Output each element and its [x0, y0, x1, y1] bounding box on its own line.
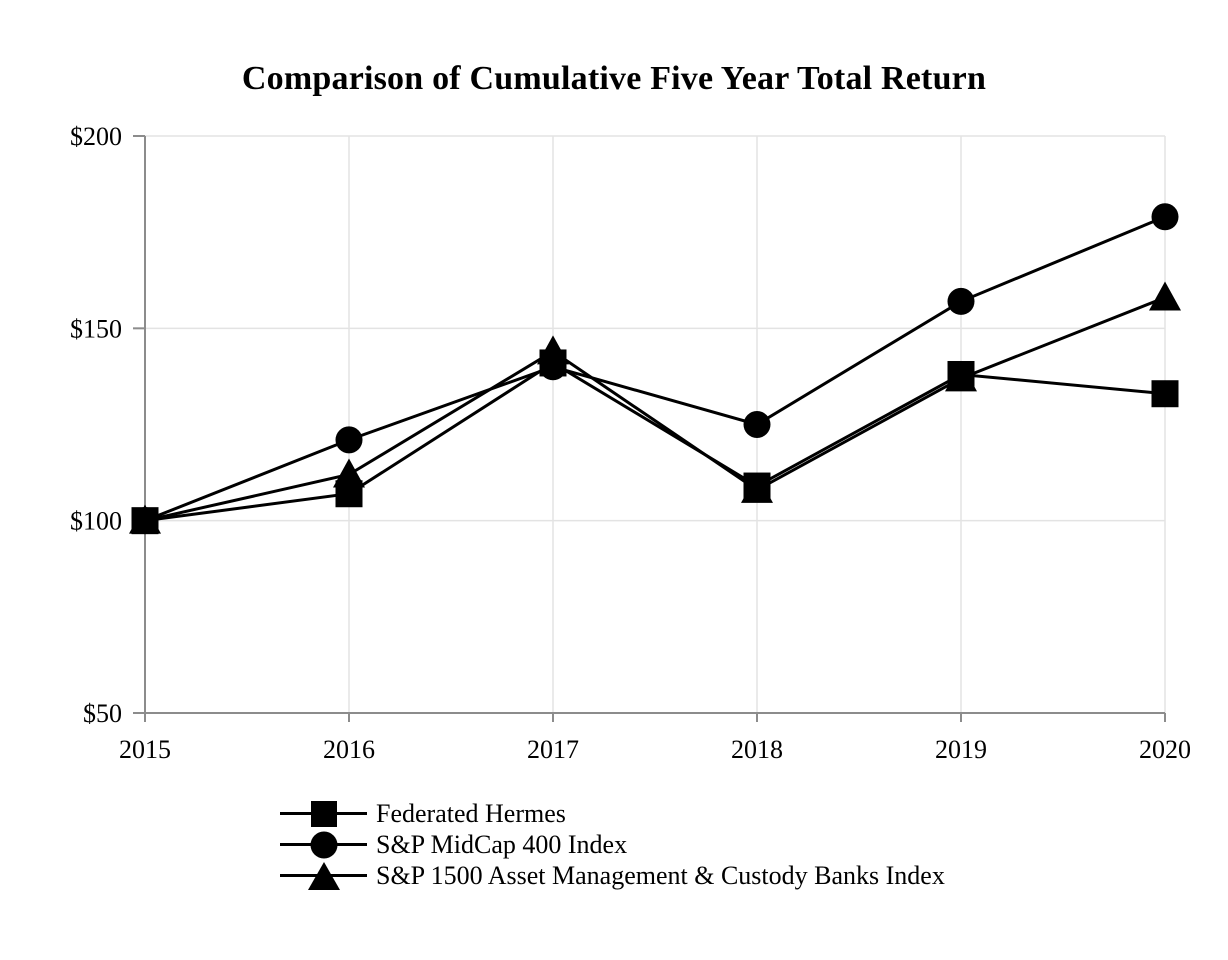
circle-marker-icon	[335, 426, 363, 454]
y-tick-label: $150	[70, 314, 122, 343]
x-tick-label: 2016	[323, 735, 375, 764]
x-tick-label: 2020	[1139, 735, 1191, 764]
x-tick-label: 2018	[731, 735, 783, 764]
legend-item-sp-midcap-400: S&P MidCap 400 Index	[280, 829, 945, 860]
triangle-marker-icon	[1149, 281, 1181, 311]
legend-label: S&P 1500 Asset Management & Custody Bank…	[376, 860, 945, 890]
y-tick-label: $100	[70, 507, 122, 536]
square-marker-icon	[539, 349, 567, 377]
axes	[133, 135, 1166, 722]
square-marker-icon	[310, 800, 337, 827]
chart-legend: Federated Hermes S&P MidCap 400 Index S&…	[280, 798, 945, 891]
y-tick-label: $50	[83, 699, 122, 728]
circle-marker-icon	[743, 411, 771, 438]
square-marker-icon	[1151, 380, 1179, 408]
circle-marker-icon	[947, 287, 975, 315]
series-square	[131, 349, 1179, 535]
circle-marker-icon	[310, 831, 337, 858]
series-triangle	[129, 281, 1181, 534]
x-axis-tick-labels: 2015 2016 2017 2018 2019 2020	[119, 735, 1191, 764]
series-line-triangle	[144, 296, 1166, 523]
square-marker-icon	[131, 507, 159, 535]
y-axis-tick-labels: $200 $150 $100 $50	[70, 122, 122, 728]
chart-title: Comparison of Cumulative Five Year Total…	[241, 60, 987, 97]
triangle-marker-icon	[307, 861, 340, 890]
square-marker-icon	[335, 480, 363, 508]
legend-item-federated-hermes: Federated Hermes	[280, 798, 945, 829]
square-marker-icon	[947, 360, 975, 388]
legend-label: S&P MidCap 400 Index	[376, 829, 628, 859]
legend-swatch	[280, 798, 367, 829]
series-line-square	[144, 361, 1166, 523]
legend-item-sp-1500-asset-mgmt: S&P 1500 Asset Management & Custody Bank…	[280, 860, 945, 891]
series-circle	[131, 203, 1179, 535]
y-tick-label: $200	[70, 122, 122, 151]
legend-swatch	[280, 860, 367, 891]
series-line-circle	[144, 215, 1166, 523]
x-tick-label: 2017	[527, 735, 579, 764]
circle-marker-icon	[1151, 203, 1179, 231]
x-tick-label: 2015	[119, 735, 171, 764]
legend-swatch	[280, 829, 367, 860]
square-marker-icon	[743, 472, 771, 500]
x-tick-label: 2019	[935, 735, 987, 764]
legend-label: Federated Hermes	[376, 798, 566, 828]
